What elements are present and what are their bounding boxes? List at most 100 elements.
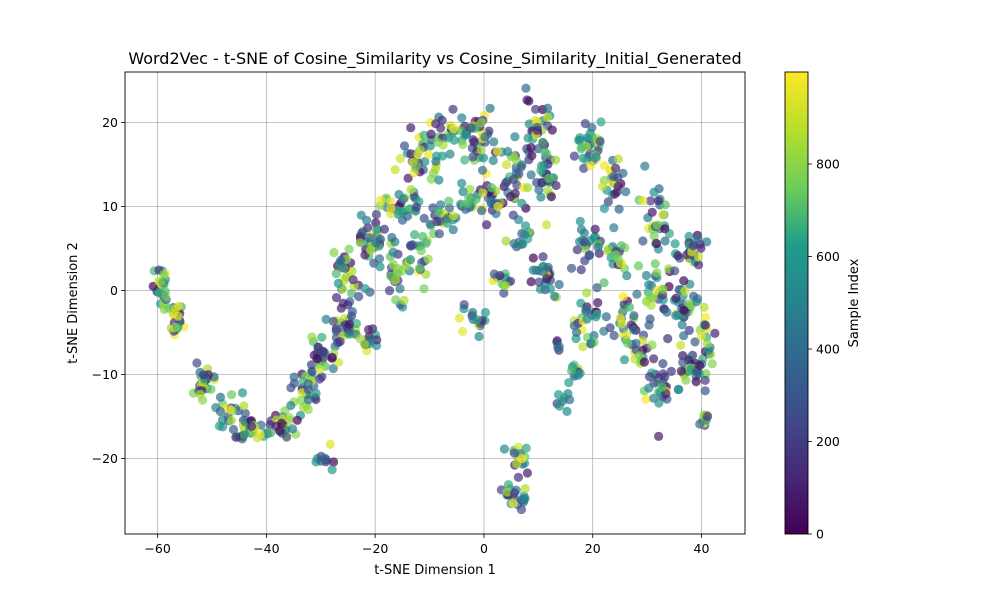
- data-point: [493, 202, 503, 212]
- data-point: [544, 173, 554, 183]
- data-point: [460, 130, 470, 140]
- data-point: [501, 178, 511, 188]
- data-point: [206, 384, 216, 394]
- data-point: [276, 418, 287, 428]
- data-point: [702, 339, 712, 349]
- data-point: [491, 209, 501, 219]
- data-point: [315, 374, 325, 384]
- data-point: [499, 288, 509, 298]
- data-point: [703, 411, 713, 421]
- data-point: [368, 324, 378, 334]
- data-point: [303, 395, 314, 405]
- data-point: [431, 156, 441, 166]
- data-point: [333, 278, 343, 288]
- data-point: [458, 187, 468, 197]
- data-points: [148, 83, 720, 515]
- data-point: [239, 401, 249, 411]
- data-point: [522, 468, 533, 478]
- data-point: [679, 305, 689, 315]
- data-point: [652, 220, 663, 230]
- data-point: [613, 181, 623, 191]
- data-point: [576, 265, 586, 275]
- data-point: [489, 269, 499, 279]
- data-point: [663, 334, 673, 344]
- data-point: [218, 422, 228, 432]
- data-point: [348, 275, 358, 285]
- data-point: [395, 284, 405, 294]
- data-point: [158, 277, 168, 287]
- data-point: [485, 103, 495, 113]
- data-point: [524, 155, 534, 165]
- data-point: [458, 139, 468, 150]
- data-point: [551, 155, 561, 165]
- data-point: [678, 357, 688, 367]
- data-point: [633, 261, 644, 271]
- data-point: [690, 337, 700, 347]
- data-point: [645, 196, 656, 206]
- data-point: [443, 218, 453, 228]
- colorbar-tick-label: 200: [816, 434, 840, 449]
- data-point: [329, 247, 339, 258]
- data-point: [226, 415, 236, 426]
- data-point: [650, 259, 660, 269]
- data-point: [478, 188, 488, 198]
- data-point: [567, 366, 577, 376]
- data-point: [589, 330, 599, 341]
- data-point: [371, 209, 381, 220]
- data-point: [518, 239, 528, 249]
- data-point: [644, 383, 654, 393]
- data-point: [528, 265, 538, 275]
- data-point: [677, 320, 687, 330]
- data-point: [549, 291, 560, 301]
- data-point: [356, 210, 366, 220]
- data-point: [313, 342, 323, 352]
- data-point: [693, 252, 704, 262]
- data-point: [372, 224, 382, 234]
- data-point: [562, 406, 572, 416]
- data-point: [388, 247, 398, 257]
- data-point: [517, 454, 527, 464]
- data-point: [542, 274, 552, 284]
- data-point: [524, 96, 534, 106]
- data-point: [622, 338, 633, 348]
- data-point: [572, 245, 582, 255]
- data-point: [448, 225, 458, 235]
- data-point: [710, 328, 720, 338]
- data-point: [311, 388, 321, 398]
- data-point: [700, 375, 710, 385]
- colorbar-ticks: 0 200 400 600 800: [808, 157, 840, 542]
- data-point: [292, 415, 302, 425]
- data-point: [662, 307, 672, 317]
- data-point: [651, 238, 662, 249]
- data-point: [459, 300, 469, 310]
- x-tick-label: 20: [585, 541, 601, 556]
- data-point: [215, 392, 226, 402]
- data-point: [499, 444, 509, 454]
- data-point: [385, 196, 396, 206]
- data-point: [390, 165, 400, 175]
- x-tick-label: 0: [480, 541, 488, 556]
- data-point: [543, 262, 553, 272]
- data-point: [521, 443, 531, 453]
- data-point: [508, 210, 518, 220]
- data-point: [482, 220, 492, 230]
- data-point: [331, 326, 341, 336]
- data-point: [582, 133, 592, 143]
- data-point: [614, 204, 624, 214]
- data-point: [593, 298, 603, 308]
- data-point: [474, 331, 484, 342]
- data-point: [336, 255, 346, 265]
- data-point: [603, 197, 613, 207]
- data-point: [516, 162, 526, 172]
- data-point: [449, 123, 459, 134]
- data-point: [658, 210, 668, 220]
- data-point: [615, 313, 626, 323]
- data-point: [621, 187, 631, 197]
- data-point: [538, 252, 548, 262]
- data-point: [420, 156, 430, 167]
- data-point: [660, 372, 670, 382]
- data-point: [371, 238, 381, 248]
- data-point: [478, 153, 489, 163]
- data-point: [605, 323, 615, 333]
- data-point: [599, 203, 610, 214]
